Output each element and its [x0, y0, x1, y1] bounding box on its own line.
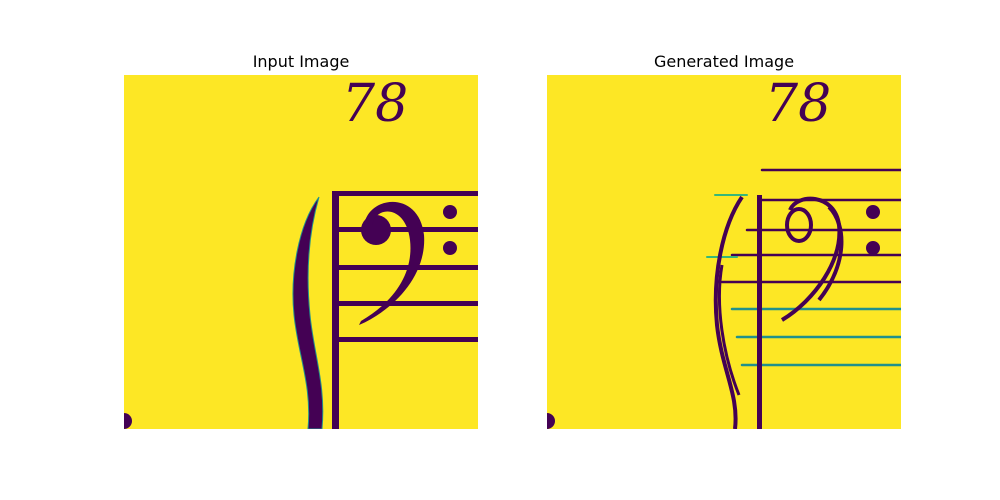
brace-symbol — [713, 195, 744, 429]
page-number: 78 — [765, 75, 831, 134]
brace-inner-stroke — [717, 264, 741, 396]
input-image-panel: 78 — [124, 75, 478, 429]
image-background — [547, 75, 901, 429]
corner-mark — [547, 413, 555, 429]
input-image-canvas: 78 — [124, 75, 478, 429]
input-image-title: Input Image — [252, 52, 350, 71]
staff-lines — [706, 168, 901, 367]
page-number: 78 — [342, 75, 408, 134]
staff-bar-line — [757, 195, 762, 429]
brace-symbol — [292, 196, 324, 429]
bass-clef-symbol — [780, 196, 880, 322]
generated-image-canvas: 78 — [547, 75, 901, 429]
bass-clef-symbol — [359, 201, 457, 325]
generated-image-title: Generated Image — [653, 52, 795, 71]
corner-mark — [124, 413, 132, 429]
generated-image-panel: 78 — [547, 75, 901, 429]
staff-bar-line — [332, 192, 339, 429]
